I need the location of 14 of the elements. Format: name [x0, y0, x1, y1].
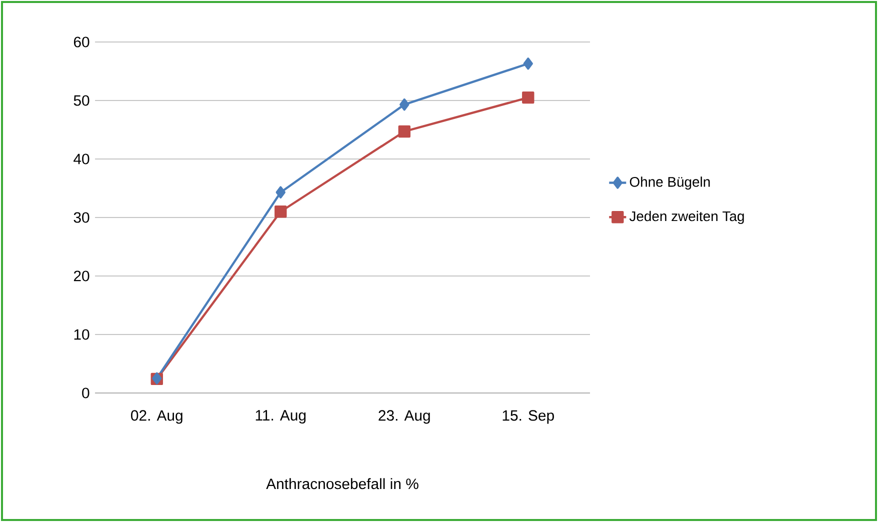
x-tick-label: 23. Aug: [378, 410, 430, 424]
x-tick-label: 15. Sep: [502, 410, 554, 424]
x-tick-label: 02. Aug: [131, 410, 182, 424]
y-tick-label: 10: [74, 329, 90, 340]
y-tick-label: 40: [74, 154, 90, 164]
x-axis-title: Anthracnosebefall in %: [266, 478, 418, 490]
y-tick-label: 50: [74, 95, 90, 106]
y-tick-label: 0: [82, 388, 90, 398]
legend-label: Jeden zweiten Tag: [629, 210, 744, 224]
y-tick-label: 20: [74, 270, 90, 282]
legend-label: Ohne Bügeln: [630, 176, 710, 190]
y-tick-label: 30: [74, 212, 90, 223]
y-tick-label: 60: [74, 36, 90, 48]
x-tick-label: 11. Aug: [256, 410, 306, 424]
